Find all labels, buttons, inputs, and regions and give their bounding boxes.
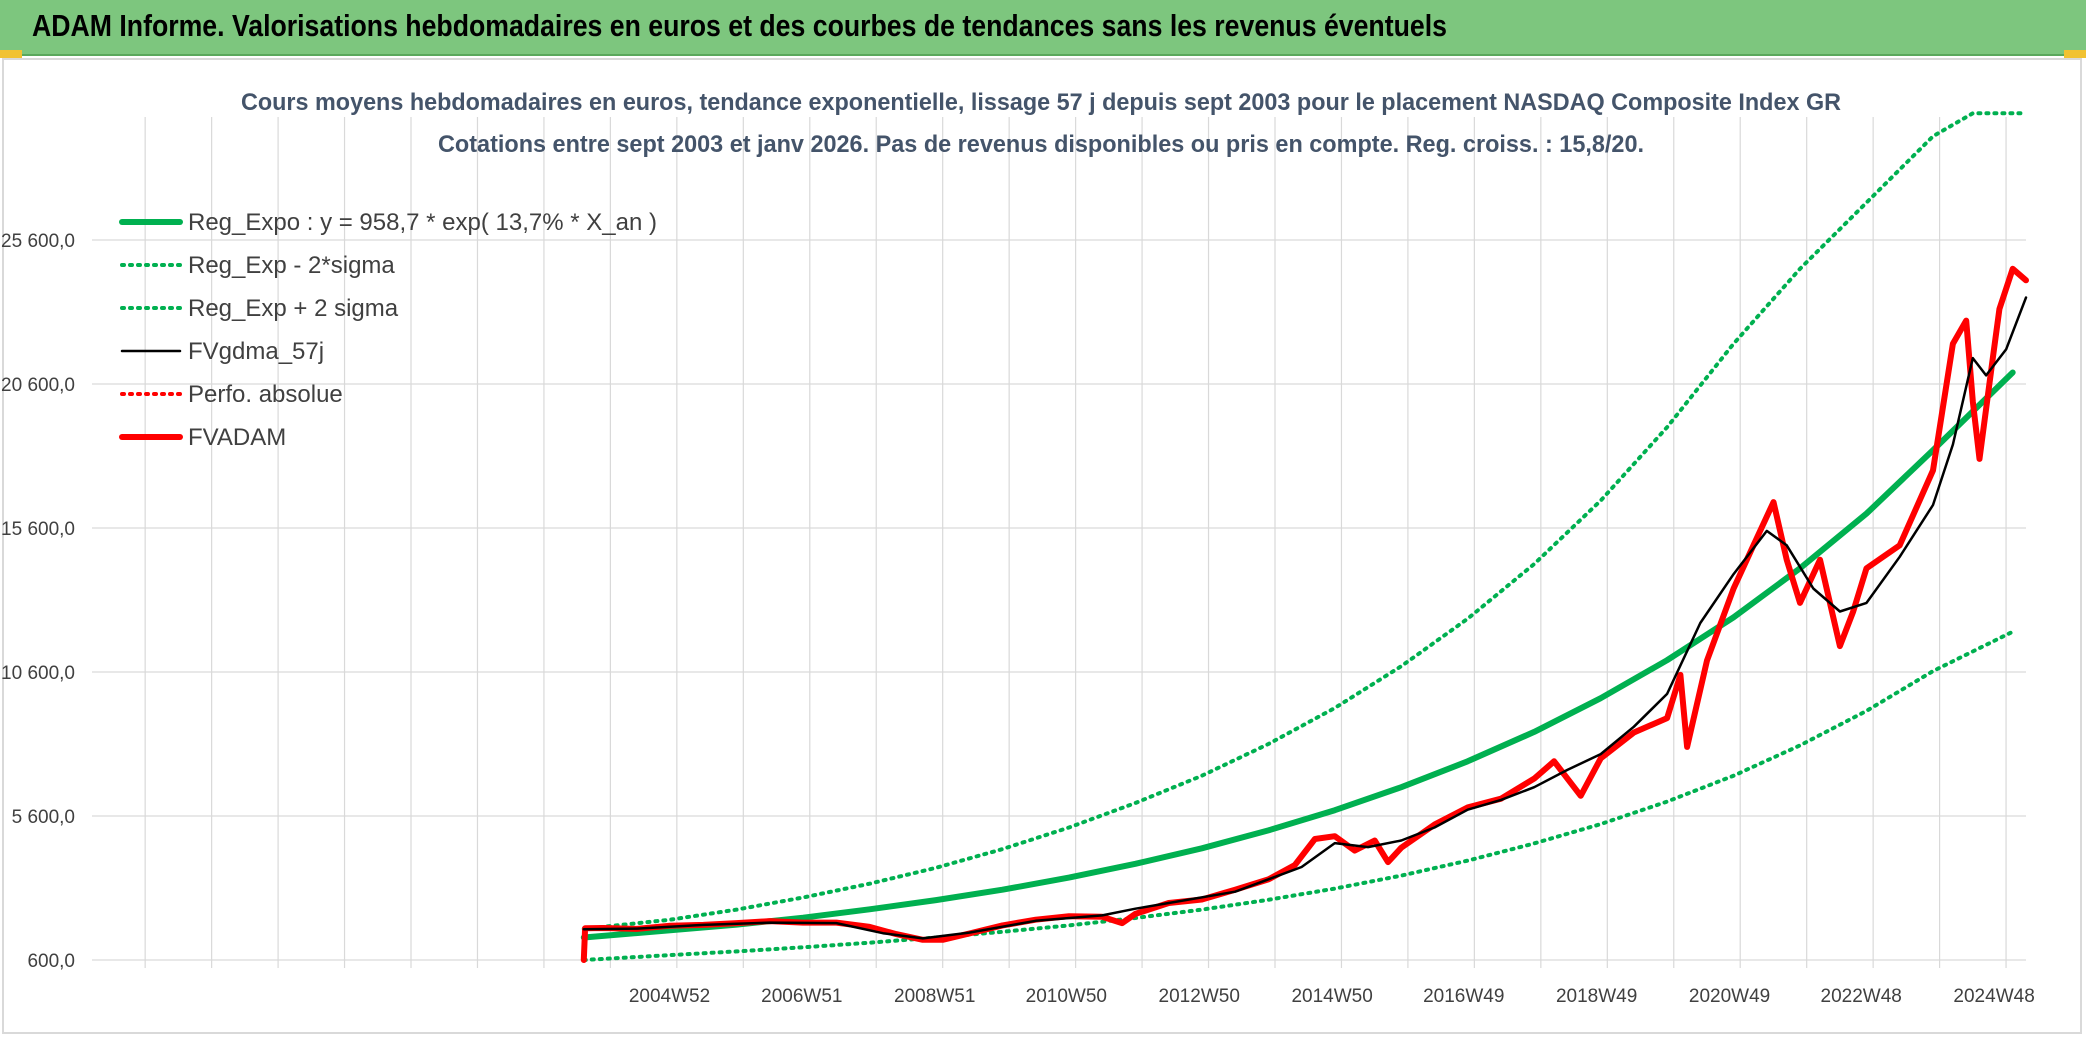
legend-label: Reg_Exp + 2 sigma [188, 295, 399, 322]
x-tick-label: 2016W49 [1423, 986, 1504, 1007]
y-tick-label: 600,0 [27, 951, 75, 972]
x-tick-label: 2012W50 [1159, 986, 1240, 1007]
legend: Reg_Expo : y = 958,7 * exp( 13,7% * X_an… [119, 209, 657, 451]
x-tick-label: 2004W52 [629, 986, 710, 1007]
x-axis-ticks: 2004W52 2006W51 2008W51 2010W50 2012W50 2014W… [629, 986, 2035, 1007]
report-title: ADAM Informe. Valorisations hebdomadaire… [32, 8, 1447, 43]
y-tick-label: 20 600,0 [1, 375, 75, 396]
y-axis-ticks: 600,0 5 600,0 10 600,0 15 600,0 20 600,0 25 6… [1, 231, 75, 972]
legend-label: FVADAM [188, 424, 286, 451]
series-line-5 [580, 265, 2029, 963]
legend-label: Perfo. absolue [188, 381, 343, 408]
legend-label: Reg_Expo : y = 958,7 * exp( 13,7% * X_an… [188, 209, 657, 236]
x-tick-label: 2022W48 [1821, 986, 1902, 1007]
series-line-0 [580, 369, 2016, 941]
x-tick-label: 2018W49 [1556, 986, 1637, 1007]
grid-layer [92, 117, 2026, 968]
x-tick-label: 2014W50 [1291, 986, 1372, 1007]
x-tick-label: 2020W49 [1689, 986, 1770, 1007]
chart-frame [2, 58, 2082, 1034]
series-layer [580, 111, 2029, 963]
y-tick-label: 5 600,0 [12, 807, 75, 828]
legend-label: FVgdma_57j [188, 338, 324, 365]
series-line-3 [582, 296, 2028, 940]
series-line-2 [581, 111, 2028, 931]
y-tick-label: 15 600,0 [1, 519, 75, 540]
x-tick-label: 2008W51 [894, 986, 975, 1007]
report-header: ADAM Informe. Valorisations hebdomadaire… [0, 0, 2086, 56]
x-tick-label: 2006W51 [761, 986, 842, 1007]
chart-title-line-1: Cours moyens hebdomadaires en euros, ten… [241, 89, 1841, 116]
legend-label: Reg_Exp - 2*sigma [188, 252, 395, 279]
corner-accent-left [0, 50, 22, 58]
x-tick-label: 2010W50 [1026, 986, 1107, 1007]
chart-title-line-2: Cotations entre sept 2003 et janv 2026. … [438, 131, 1644, 158]
y-tick-label: 10 600,0 [1, 663, 75, 684]
corner-accent-right [2064, 50, 2086, 58]
series-line-1 [581, 629, 2015, 962]
y-tick-label: 25 600,0 [1, 231, 75, 252]
x-tick-label: 2024W48 [1953, 986, 2034, 1007]
